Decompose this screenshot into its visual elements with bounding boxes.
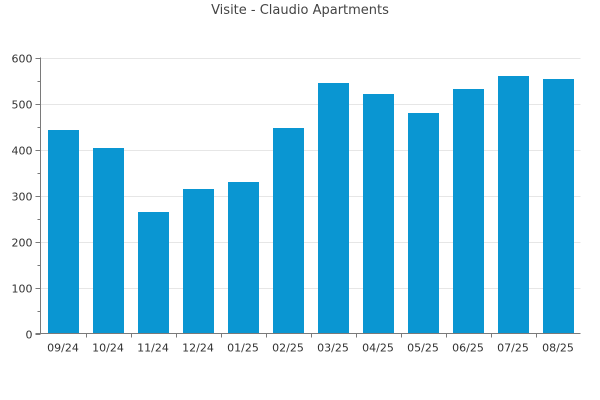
x-tick-label: 07/25 (497, 342, 529, 355)
bar-09-24[interactable] (48, 130, 79, 334)
y-tick-labels: 0 100 200 300 400 500 600 (12, 53, 33, 342)
x-tick-label: 12/24 (182, 342, 214, 355)
bar-03-25[interactable] (318, 83, 349, 334)
bar-01-25[interactable] (228, 182, 259, 334)
bar-06-25[interactable] (453, 89, 484, 334)
x-tick-label: 10/24 (92, 342, 124, 355)
bar-11-24[interactable] (138, 212, 169, 334)
x-tick-label: 02/25 (272, 342, 304, 355)
x-tick-label: 05/25 (407, 342, 439, 355)
axes (35, 57, 581, 338)
bar-07-25[interactable] (498, 76, 529, 334)
x-tick-label: 09/24 (47, 342, 79, 355)
x-tick-label: 03/25 (317, 342, 349, 355)
bar-05-25[interactable] (408, 113, 439, 334)
y-tick-label: 400 (12, 145, 33, 158)
x-tick-label: 06/25 (452, 342, 484, 355)
y-tick-label: 100 (12, 283, 33, 296)
bars (48, 76, 574, 334)
bar-10-24[interactable] (93, 148, 124, 334)
y-tick-label: 500 (12, 99, 33, 112)
y-tick-label: 200 (12, 237, 33, 250)
grid-lines (40, 58, 581, 289)
bar-02-25[interactable] (273, 128, 304, 334)
y-tick-label: 0 (26, 329, 33, 342)
x-tick-label: 11/24 (137, 342, 169, 355)
x-tick-label: 04/25 (362, 342, 394, 355)
chart-title: Visite - Claudio Apartments (211, 3, 389, 18)
y-tick-label: 300 (12, 191, 33, 204)
x-tick-label: 08/25 (542, 342, 574, 355)
bar-12-24[interactable] (183, 189, 214, 334)
bar-08-25[interactable] (543, 79, 574, 334)
x-tick-label: 01/25 (227, 342, 259, 355)
bar-04-25[interactable] (363, 94, 394, 334)
y-tick-label: 600 (12, 53, 33, 66)
x-tick-labels: 09/24 10/24 11/24 12/24 01/25 02/25 03/25 04/25… (47, 342, 574, 355)
